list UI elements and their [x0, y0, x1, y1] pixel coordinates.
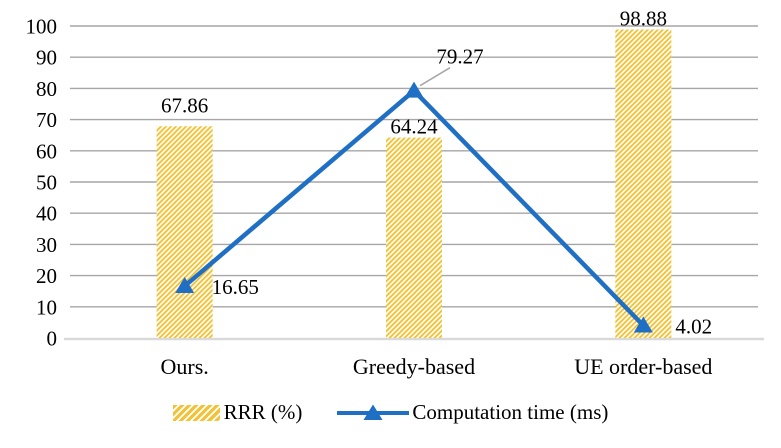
- bar: [386, 137, 442, 338]
- y-axis-tick-label: 30: [36, 233, 57, 257]
- label-leader-line: [419, 67, 451, 87]
- y-axis-tick-label: 100: [26, 15, 58, 39]
- line-series-swatch-icon: [337, 404, 410, 420]
- category-label: Ours.: [161, 354, 209, 379]
- legend-label-computation-time: Computation time (ms): [412, 400, 609, 424]
- bar-value-label: 98.88: [620, 6, 667, 30]
- legend-label-rrr: RRR (%): [223, 400, 303, 424]
- legend-item-rrr: RRR (%): [172, 400, 303, 425]
- triangle-marker: [633, 316, 653, 333]
- bar-series-group: [156, 29, 672, 339]
- y-axis-tick-label: 80: [36, 77, 57, 101]
- legend-item-computation-time: Computation time (ms): [336, 400, 608, 425]
- y-axis-tick-label: 90: [36, 46, 57, 70]
- y-axis-tick-label: 40: [36, 202, 57, 226]
- category-label: Greedy-based: [353, 354, 475, 379]
- triangle-marker: [404, 81, 424, 98]
- y-axis-tick-label: 0: [47, 327, 58, 351]
- category-label: UE order-based: [574, 354, 712, 379]
- y-axis-tick-label: 10: [36, 295, 57, 319]
- labels-group: 0 10 20 30 40 50 60 70 80 90 100 67.86 64.24 98.88 16.…: [26, 6, 713, 379]
- bar-series-swatch-icon: [172, 404, 220, 421]
- line-value-label: 4.02: [675, 314, 712, 338]
- triangle-marker: [175, 277, 195, 294]
- y-axis-tick-label: 20: [36, 264, 57, 288]
- line-value-label: 16.65: [212, 275, 259, 299]
- y-axis-tick-label: 50: [36, 171, 57, 195]
- legend: RRR (%) Computation time (ms): [0, 400, 781, 425]
- line-series-group: [175, 67, 653, 333]
- bar: [615, 29, 672, 339]
- y-axis-tick-label: 60: [36, 139, 57, 163]
- bar: [156, 126, 213, 339]
- y-axis-tick-label: 70: [36, 108, 57, 132]
- bar-value-label: 67.86: [161, 93, 208, 117]
- bar-value-label: 64.24: [390, 115, 438, 139]
- line-value-label: 79.27: [436, 45, 483, 69]
